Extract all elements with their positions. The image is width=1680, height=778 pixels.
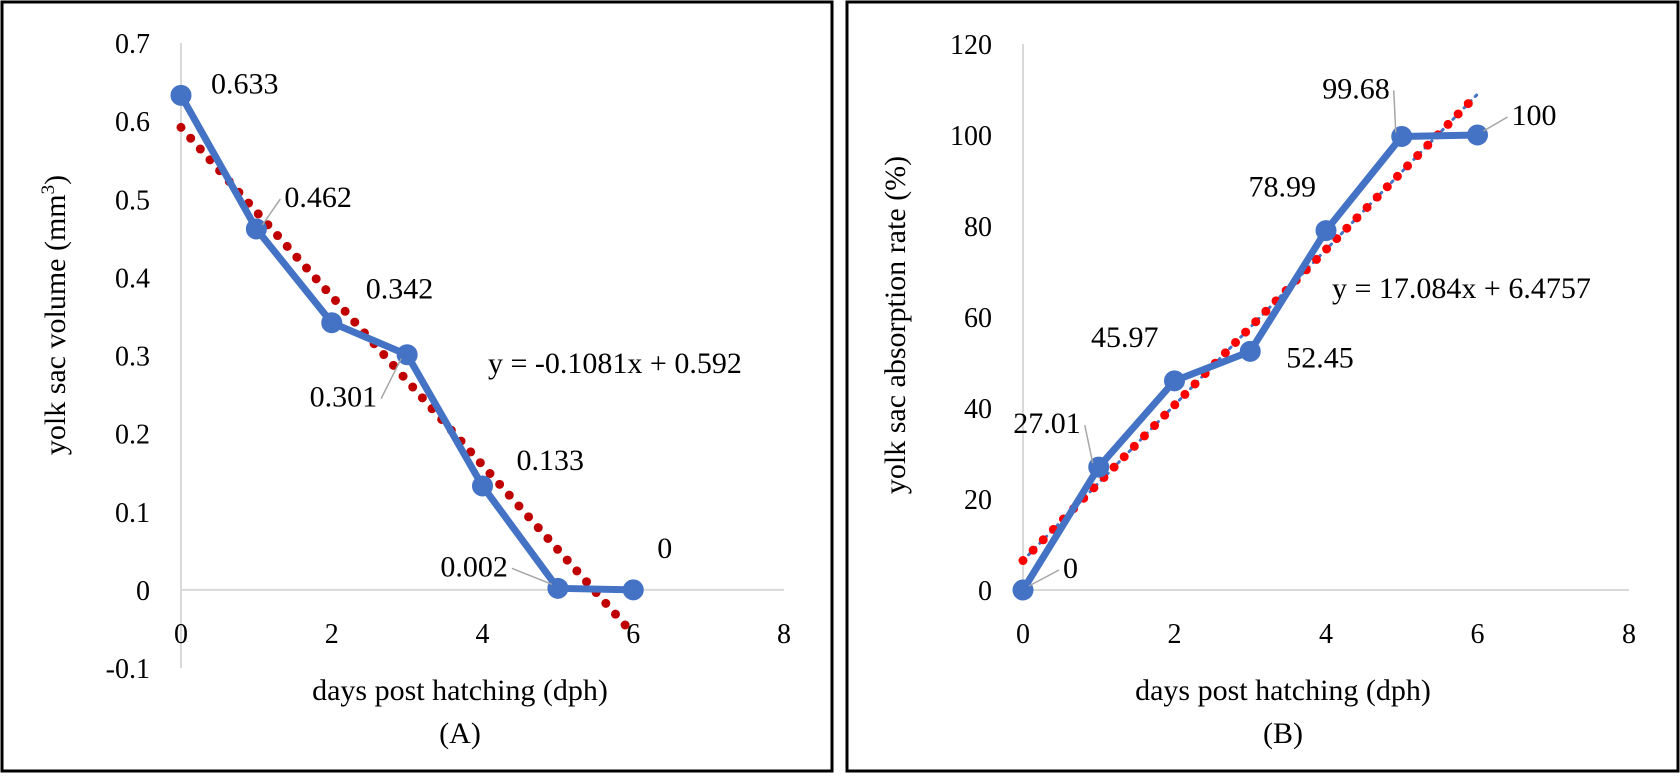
data-point — [1315, 220, 1337, 242]
data-point — [472, 475, 493, 497]
data-label: 27.01 — [1013, 407, 1081, 440]
x-tick-label: 4 — [1319, 619, 1333, 650]
data-label-leader — [261, 198, 281, 226]
data-label-leader — [1028, 569, 1060, 587]
panel-caption: (B) — [1263, 717, 1303, 750]
data-point — [1012, 579, 1034, 601]
data-point — [1467, 124, 1488, 146]
data-series — [170, 84, 644, 601]
data-label-leader — [511, 567, 553, 586]
tick-labels: 0 20 40 60 80 100 120 0 2 4 6 8 — [950, 30, 1636, 650]
x-tick-label: 2 — [1168, 619, 1182, 650]
data-label-leader — [380, 358, 402, 400]
y-axis-title: yolk sac absorption rate (%) — [879, 156, 912, 494]
y-tick-label: 40 — [964, 394, 992, 425]
x-tick-label: 6 — [626, 619, 640, 650]
trendline — [1018, 89, 1482, 566]
y-tick-label: 0.6 — [115, 107, 150, 138]
data-point — [622, 579, 644, 601]
data-point — [1391, 125, 1413, 147]
trendline-equation: y = 17.084x + 6.4757 — [1332, 272, 1591, 305]
y-tick-label: 0.7 — [115, 29, 150, 60]
y-tick-label: 20 — [964, 485, 992, 516]
axes-lines — [180, 43, 784, 668]
data-point — [1164, 370, 1185, 392]
trendline-equation: y = -0.1081x + 0.592 — [488, 347, 742, 380]
data-label: 78.99 — [1249, 171, 1317, 204]
data-point — [170, 84, 192, 106]
x-tick-label: 8 — [1622, 619, 1636, 650]
y-tick-label: 0.4 — [115, 263, 150, 294]
data-label: 45.97 — [1091, 321, 1159, 354]
trendline-dotted — [176, 122, 638, 639]
data-label: 0.633 — [211, 67, 279, 100]
x-tick-label: 2 — [325, 619, 339, 650]
x-tick-label: 0 — [174, 619, 188, 650]
data-point — [321, 312, 343, 334]
y-tick-label: 0 — [978, 576, 992, 607]
data-label: 0.342 — [366, 273, 434, 306]
x-axis-title: days post hatching (dph) — [1135, 674, 1431, 707]
y-tick-label: 0.1 — [115, 498, 150, 529]
data-label: 99.68 — [1322, 72, 1390, 105]
x-tick-label: 6 — [1471, 619, 1485, 650]
data-series — [1012, 124, 1488, 601]
y-axis-title: yolk sac volume (mm3) — [38, 175, 72, 455]
chart-panel-b: 0 20 40 60 80 100 120 0 2 4 6 8 0 27.01 45.97 52.45 78.… — [879, 30, 1636, 750]
y-tick-label: 60 — [964, 303, 992, 334]
chart-panel-a: -0.1 0 0.1 0.2 0.3 0.4 0.5 0.6 0.7 0 2 4 6 8 0.633 0.4… — [38, 29, 791, 750]
axes-lines — [1022, 44, 1629, 591]
data-label: 0.301 — [310, 381, 378, 414]
data-label-leader — [1393, 90, 1397, 133]
data-label: 0.133 — [517, 444, 585, 477]
data-label: 0.462 — [284, 181, 352, 214]
data-label: 52.45 — [1286, 341, 1354, 374]
data-point — [547, 577, 569, 599]
series-line — [177, 93, 634, 594]
panel-a-frame — [0, 0, 834, 773]
data-label: 0 — [657, 532, 672, 565]
tick-labels: -0.1 0 0.1 0.2 0.3 0.4 0.5 0.6 0.7 0 2 4 6 8 — [106, 29, 791, 685]
x-tick-label: 0 — [1016, 619, 1030, 650]
x-tick-label: 4 — [476, 619, 490, 650]
data-labels: 0 27.01 45.97 52.45 78.99 99.68 100 — [1013, 72, 1557, 587]
trendline — [176, 122, 638, 639]
x-tick-label: 8 — [777, 619, 791, 650]
x-axis-title: days post hatching (dph) — [312, 674, 608, 707]
data-point — [396, 344, 418, 366]
y-tick-label: 0.2 — [115, 420, 150, 451]
y-tick-label: 120 — [950, 30, 992, 61]
panel-caption: (A) — [439, 717, 481, 750]
y-tick-label: 0 — [136, 576, 150, 607]
data-label: 0.002 — [440, 550, 508, 583]
y-tick-label: 0.3 — [115, 342, 150, 373]
data-label: 0 — [1063, 552, 1078, 585]
data-point — [245, 218, 267, 240]
y-tick-label: 100 — [950, 121, 992, 152]
y-tick-label: -0.1 — [106, 654, 150, 685]
data-label-leader — [1084, 424, 1094, 464]
y-tick-label: 0.5 — [115, 185, 150, 216]
data-label: 100 — [1512, 99, 1557, 132]
panel-b-frame — [845, 0, 1680, 773]
y-tick-label: 80 — [964, 212, 992, 243]
trendline-shadow — [1021, 92, 1479, 563]
data-labels: 0.633 0.462 0.342 0.301 0.133 0.002 0 — [211, 67, 672, 586]
data-label-leader — [1483, 116, 1508, 132]
data-point — [1239, 340, 1261, 362]
data-point — [1088, 456, 1110, 478]
